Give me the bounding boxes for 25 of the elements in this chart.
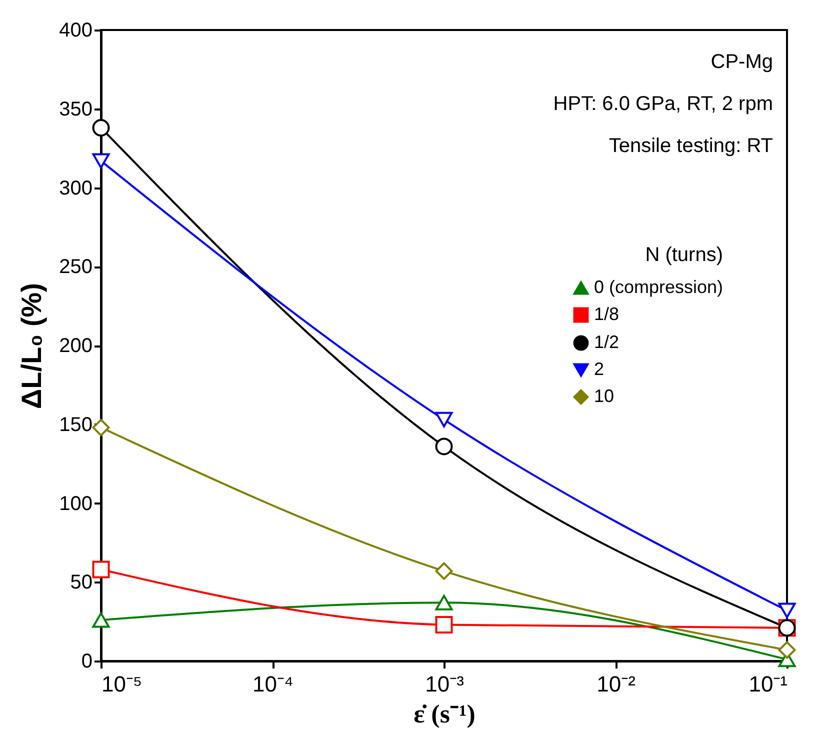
x-axis-title: ε̇ (s⁻¹) [414,700,476,728]
y-tick-label: 250 [59,256,92,278]
annotation: CP-Mg [710,51,773,73]
x-tick-label: 10⁻¹ [748,672,788,696]
y-tick-label: 300 [59,177,92,200]
x-tick-label: 10⁻³ [425,672,464,696]
legend-label: 10 [594,386,614,406]
x-tick-label: 10⁻⁵ [102,672,142,696]
y-tick-label: 350 [59,98,92,120]
legend-label: 2 [594,359,604,379]
x-tick-label: 10⁻⁴ [252,672,294,696]
y-axis-title: ΔL/L₀ (%) [16,282,48,410]
y-tick-label: 400 [59,20,92,42]
x-tick-label: 10⁻² [596,672,636,696]
annotation: Tensile testing: RT [608,135,773,157]
y-tick-label: 150 [59,414,92,436]
y-tick-label: 50 [70,572,92,594]
legend-label: 1/2 [594,332,620,352]
legend-label: 1/8 [594,304,620,324]
annotation: HPT: 6.0 GPa, RT, 2 rpm [553,93,773,115]
y-tick-label: 0 [81,650,92,672]
y-tick-label: 200 [59,335,92,357]
legend-label: 0 (compression) [594,277,724,297]
legend-title: N (turns) [645,244,723,266]
y-tick-label: 100 [59,492,92,515]
